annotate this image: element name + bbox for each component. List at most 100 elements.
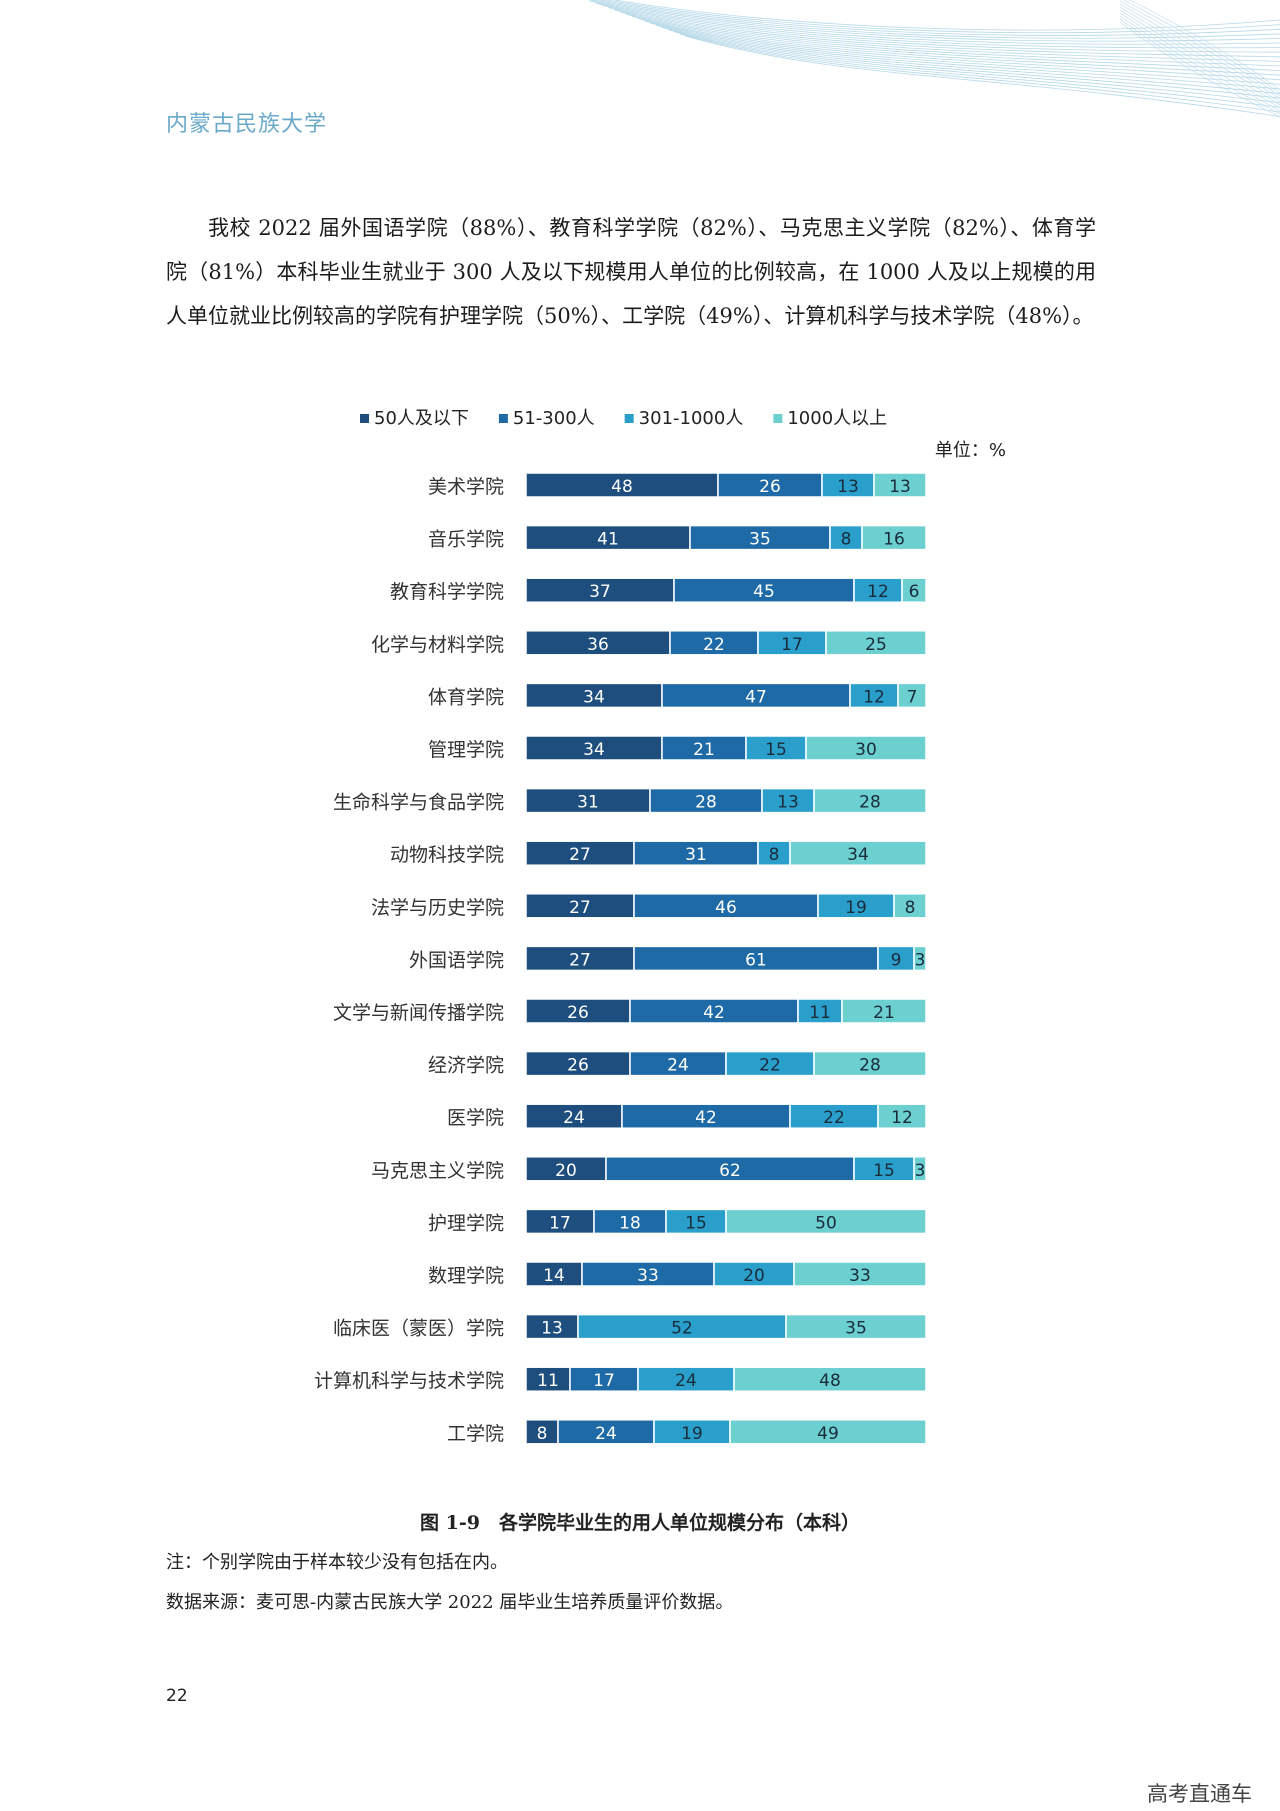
- page-number: 22: [166, 1686, 188, 1706]
- bar-segment: [629, 998, 799, 1024]
- data-label: 26: [759, 477, 781, 497]
- data-label: 24: [675, 1371, 697, 1391]
- data-label: 28: [695, 793, 717, 813]
- data-label: 8: [905, 898, 916, 918]
- data-label: 7: [907, 687, 918, 707]
- bar-segment: [913, 1156, 927, 1182]
- bar-segment: [805, 735, 927, 761]
- data-label: 50: [815, 1213, 837, 1233]
- data-label: 26: [567, 1056, 589, 1076]
- category-label: 音乐学院: [428, 529, 504, 551]
- data-label: 24: [563, 1108, 585, 1128]
- data-label: 21: [873, 1003, 895, 1023]
- bar-segment: [853, 1156, 915, 1182]
- bar-segment: [745, 735, 807, 761]
- data-label: 13: [541, 1319, 563, 1339]
- data-label: 15: [873, 1161, 895, 1181]
- data-label: 13: [889, 477, 911, 497]
- data-label: 20: [555, 1161, 577, 1181]
- data-source: 数据来源：麦可思-内蒙古民族大学 2022 届毕业生培养质量评价数据。: [166, 1592, 734, 1613]
- bar-row: 计算机科学与技术学院 11 17 24 48: [314, 1366, 927, 1392]
- category-label: 计算机科学与技术学院: [314, 1370, 504, 1392]
- bar-segment: [793, 1261, 927, 1287]
- bar-segment: [629, 1050, 727, 1077]
- bar-row: 外国语学院 27 61 9 3: [409, 945, 927, 972]
- category-label: 工学院: [447, 1423, 504, 1445]
- data-label: 31: [685, 845, 707, 865]
- bar-segment: [821, 472, 875, 498]
- data-label: 48: [819, 1371, 841, 1391]
- bar-segment: [825, 630, 927, 656]
- bar-segment: [901, 577, 927, 603]
- bar-segment: [525, 524, 691, 551]
- legend-swatch: [773, 414, 783, 423]
- category-label: 临床医（蒙医）学院: [333, 1318, 504, 1340]
- bar-segment: [525, 1208, 595, 1235]
- unit-label: 单位：%: [935, 440, 1006, 461]
- data-label: 8: [537, 1424, 548, 1444]
- category-label: 经济学院: [428, 1055, 504, 1077]
- data-label: 34: [583, 740, 605, 760]
- data-label: 27: [569, 898, 591, 918]
- legend-item-2: 301-1000人: [624, 408, 743, 429]
- bar-row: 文学与新闻传播学院 26 42 11 21: [333, 998, 927, 1024]
- bar-segment: [861, 524, 927, 551]
- data-label: 12: [891, 1108, 913, 1128]
- data-label: 13: [777, 793, 799, 813]
- data-label: 20: [743, 1266, 765, 1286]
- bar-segment: [525, 787, 651, 814]
- data-label: 15: [765, 740, 787, 760]
- bar-segment: [633, 893, 819, 919]
- bar-segment: [893, 893, 927, 919]
- data-label: 24: [595, 1424, 617, 1444]
- bar-segment: [525, 1261, 583, 1287]
- data-label: 12: [867, 582, 889, 602]
- legend-swatch: [498, 414, 508, 423]
- bar-row: 护理学院 17 18 15 50: [428, 1208, 927, 1235]
- bar-row: 管理学院 34 21 15 30: [428, 735, 927, 761]
- legend-item-1: 51-300人: [498, 408, 595, 429]
- data-label: 35: [845, 1319, 867, 1339]
- data-label: 13: [837, 477, 859, 497]
- category-label: 法学与历史学院: [371, 897, 504, 919]
- bar-segment: [621, 1103, 791, 1129]
- bar-row: 音乐学院 41 35 8 16: [428, 524, 927, 551]
- category-label: 生命科学与食品学院: [333, 792, 504, 814]
- category-label: 管理学院: [428, 739, 504, 761]
- data-label: 62: [719, 1161, 741, 1181]
- bar-segment: [577, 1313, 787, 1340]
- bar-row: 工学院 8 24 19 49: [447, 1419, 927, 1445]
- data-label: 3: [915, 1161, 926, 1181]
- bar-row: 动物科技学院 27 31 8 34: [390, 840, 927, 866]
- category-label: 文学与新闻传播学院: [333, 1002, 504, 1024]
- bar-row: 马克思主义学院 20 62 15 3: [371, 1156, 927, 1182]
- category-label: 数理学院: [428, 1265, 504, 1287]
- data-label: 48: [611, 477, 633, 497]
- data-label: 28: [859, 1056, 881, 1076]
- data-label: 22: [759, 1056, 781, 1076]
- bar-row: 临床医（蒙医）学院 13 52 35: [333, 1313, 927, 1340]
- bar-segment: [525, 1419, 559, 1445]
- data-label: 27: [569, 845, 591, 865]
- data-label: 24: [667, 1056, 689, 1076]
- bar-segment: [661, 682, 851, 709]
- bar-segment: [813, 1050, 927, 1077]
- bar-segment: [877, 945, 915, 972]
- data-label: 17: [781, 635, 803, 655]
- bar-row: 美术学院 48 26 13 13: [428, 472, 927, 498]
- data-label: 26: [567, 1003, 589, 1023]
- bar-segment: [841, 998, 927, 1024]
- data-label: 52: [671, 1319, 693, 1339]
- bar-segment: [525, 1156, 607, 1182]
- bar-segment: [725, 1050, 815, 1077]
- data-label: 46: [715, 898, 737, 918]
- bar-segment: [877, 1103, 927, 1129]
- bar-segment: [525, 998, 631, 1024]
- bar-segment: [525, 472, 719, 498]
- bar-segment: [813, 787, 927, 814]
- data-label: 34: [583, 687, 605, 707]
- bar-segment: [605, 1156, 855, 1182]
- bar-segment: [633, 840, 759, 866]
- legend-item-3: 1000人以上: [773, 408, 887, 429]
- bar-segment: [569, 1366, 639, 1392]
